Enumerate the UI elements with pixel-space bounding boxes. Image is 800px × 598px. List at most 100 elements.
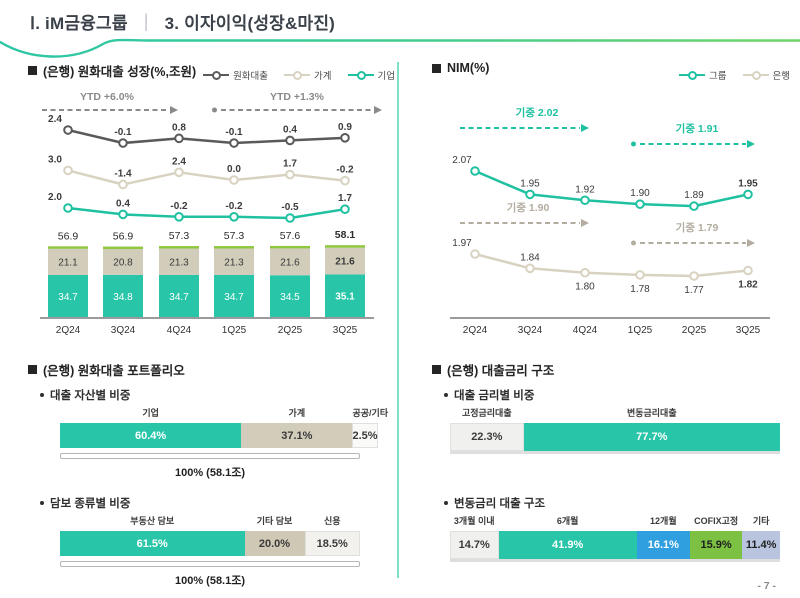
value-label: 1.90 xyxy=(630,188,650,199)
rate-type-bar-block: 고정금리대출 변동금리대출 22.3% 77.7% xyxy=(450,406,780,451)
legend-label: 은행 xyxy=(772,71,790,82)
stacked-hbar: 61.5% 20.0% 18.5% xyxy=(60,531,360,556)
total-bracket xyxy=(60,453,360,459)
value-label: 21.1 xyxy=(58,257,78,268)
bar-segment xyxy=(270,275,310,318)
segment-value: 11.4% xyxy=(745,539,777,551)
segment-label: 기업 xyxy=(142,408,159,418)
bar-segment xyxy=(270,248,310,276)
segment-labels-row: 고정금리대출 변동금리대출 xyxy=(450,406,780,419)
value-label: 1.95 xyxy=(738,178,758,189)
data-point-marker xyxy=(635,270,645,280)
value-label: 0.0 xyxy=(227,164,241,175)
data-point-marker xyxy=(340,204,350,214)
segment-value: 60.4% xyxy=(134,429,167,442)
value-label: 1.7 xyxy=(283,159,297,170)
segment-value: 61.5% xyxy=(136,537,168,550)
loan-growth-chart: YTD +6.0% YTD +1.3% 2.4 -0.1 0.8 -0.1 0.4 0.9 3.… xyxy=(40,91,382,336)
value-label: -0.5 xyxy=(281,202,299,213)
legend-marker-icon xyxy=(679,71,706,80)
segment-label: 변동금리대출 xyxy=(626,408,677,418)
value-label: 1.89 xyxy=(684,190,704,201)
header-section-title: Ⅰ. iM금융그룹 xyxy=(30,14,128,33)
data-point-marker xyxy=(285,169,295,180)
data-point-marker xyxy=(525,263,535,274)
legend-marker-icon xyxy=(742,71,769,80)
annotation-arrowhead xyxy=(747,140,755,148)
segment-labels-row: 3개월 이내 6개월 12개월 COFIX고정 기타 xyxy=(450,514,780,527)
total-bracket xyxy=(60,561,360,567)
annotation-label: YTD +6.0% xyxy=(80,91,135,103)
data-point-marker xyxy=(174,133,184,144)
page-number: - 7 - xyxy=(757,580,776,592)
value-label: 2.4 xyxy=(48,114,62,125)
segment-labels-row: 부동산 담보 기타 담보 신용 xyxy=(60,514,360,527)
line-series xyxy=(473,252,750,278)
data-point-marker xyxy=(174,212,184,222)
segment-label: 3개월 이내 xyxy=(453,516,495,526)
rate-type-subtitle: 대출 금리별 비중 xyxy=(444,387,534,403)
total-label: 56.9 xyxy=(113,231,134,243)
loan-growth-legend: 원화대출 가계 기업 xyxy=(105,68,395,82)
segment-label: 공공/기타 xyxy=(352,408,389,418)
section-bullet-icon xyxy=(28,365,37,374)
value-label: 21.6 xyxy=(280,257,300,268)
value-label: 1.95 xyxy=(520,178,540,189)
annotation-arrowhead xyxy=(581,124,589,132)
segment-label: 기타 xyxy=(752,516,770,526)
nim-section-title: NIM(%) xyxy=(432,61,489,75)
category-label: 4Q24 xyxy=(167,325,192,336)
total-label: 58.1 xyxy=(335,229,356,241)
loan-growth-section-title: (은행) 원화대출 성장(%,조원) xyxy=(28,61,196,80)
value-label: 1.78 xyxy=(630,284,650,295)
bar-segment: 18.5% xyxy=(304,531,360,556)
bar-segment xyxy=(325,247,365,275)
rate-structure-section-title: (은행) 대출금리 구조 xyxy=(432,360,554,379)
bar-segment xyxy=(159,274,199,318)
category-label: 3Q25 xyxy=(736,325,761,336)
data-point-marker xyxy=(63,203,73,213)
asset-mix-bar-block: 기업 가계 공공/기타 60.4% 37.1% 2.5% 100% (58.1조) xyxy=(60,406,388,480)
bar-segment: 20.0% xyxy=(244,531,305,556)
value-label: 34.7 xyxy=(58,292,78,303)
segment-label: 12개월 xyxy=(650,516,677,526)
legend-label: 그룹 xyxy=(709,71,727,82)
data-point-marker xyxy=(743,189,753,200)
annotation-label: 기중 1.79 xyxy=(676,221,719,234)
data-point-marker xyxy=(229,175,239,185)
bar-cap-segment xyxy=(48,246,88,249)
segment-value: 18.5% xyxy=(316,537,348,550)
annotation-label: YTD +1.3% xyxy=(270,91,325,103)
data-point-marker xyxy=(63,125,73,135)
segment-value: 22.3% xyxy=(471,431,503,443)
segment-value: 2.5% xyxy=(352,429,378,442)
data-point-marker xyxy=(118,138,128,148)
annotation-start-dot xyxy=(212,107,217,113)
bar-segment xyxy=(325,274,365,318)
segment-value: 16.1% xyxy=(647,539,679,551)
value-label: -0.1 xyxy=(114,127,132,138)
data-point-marker xyxy=(118,179,128,190)
annotation-label: 기중 1.91 xyxy=(676,122,719,135)
data-point-marker xyxy=(174,167,184,178)
legend-marker-icon xyxy=(347,71,374,80)
category-label: 3Q25 xyxy=(333,325,358,336)
header-underline-swoosh xyxy=(0,38,800,58)
data-point-marker xyxy=(525,189,535,200)
value-label: -0.1 xyxy=(225,127,243,138)
category-label: 1Q25 xyxy=(222,325,247,336)
data-point-marker xyxy=(285,213,295,223)
segment-labels-row: 기업 가계 공공/기타 xyxy=(60,406,388,419)
value-label: -0.2 xyxy=(170,201,188,212)
floating-rate-subtitle: 변동금리 대출 구조 xyxy=(444,495,545,511)
legend-label: 기업 xyxy=(377,71,395,82)
data-point-marker xyxy=(635,199,645,209)
line-series xyxy=(473,169,750,208)
data-point-marker xyxy=(580,195,590,206)
segment-label: 가계 xyxy=(288,408,306,418)
segment-label: 고정금리대출 xyxy=(461,408,512,418)
total-label: 100% (58.1조) xyxy=(174,575,246,587)
bar-segment xyxy=(214,274,254,318)
value-label: 35.1 xyxy=(335,292,355,303)
